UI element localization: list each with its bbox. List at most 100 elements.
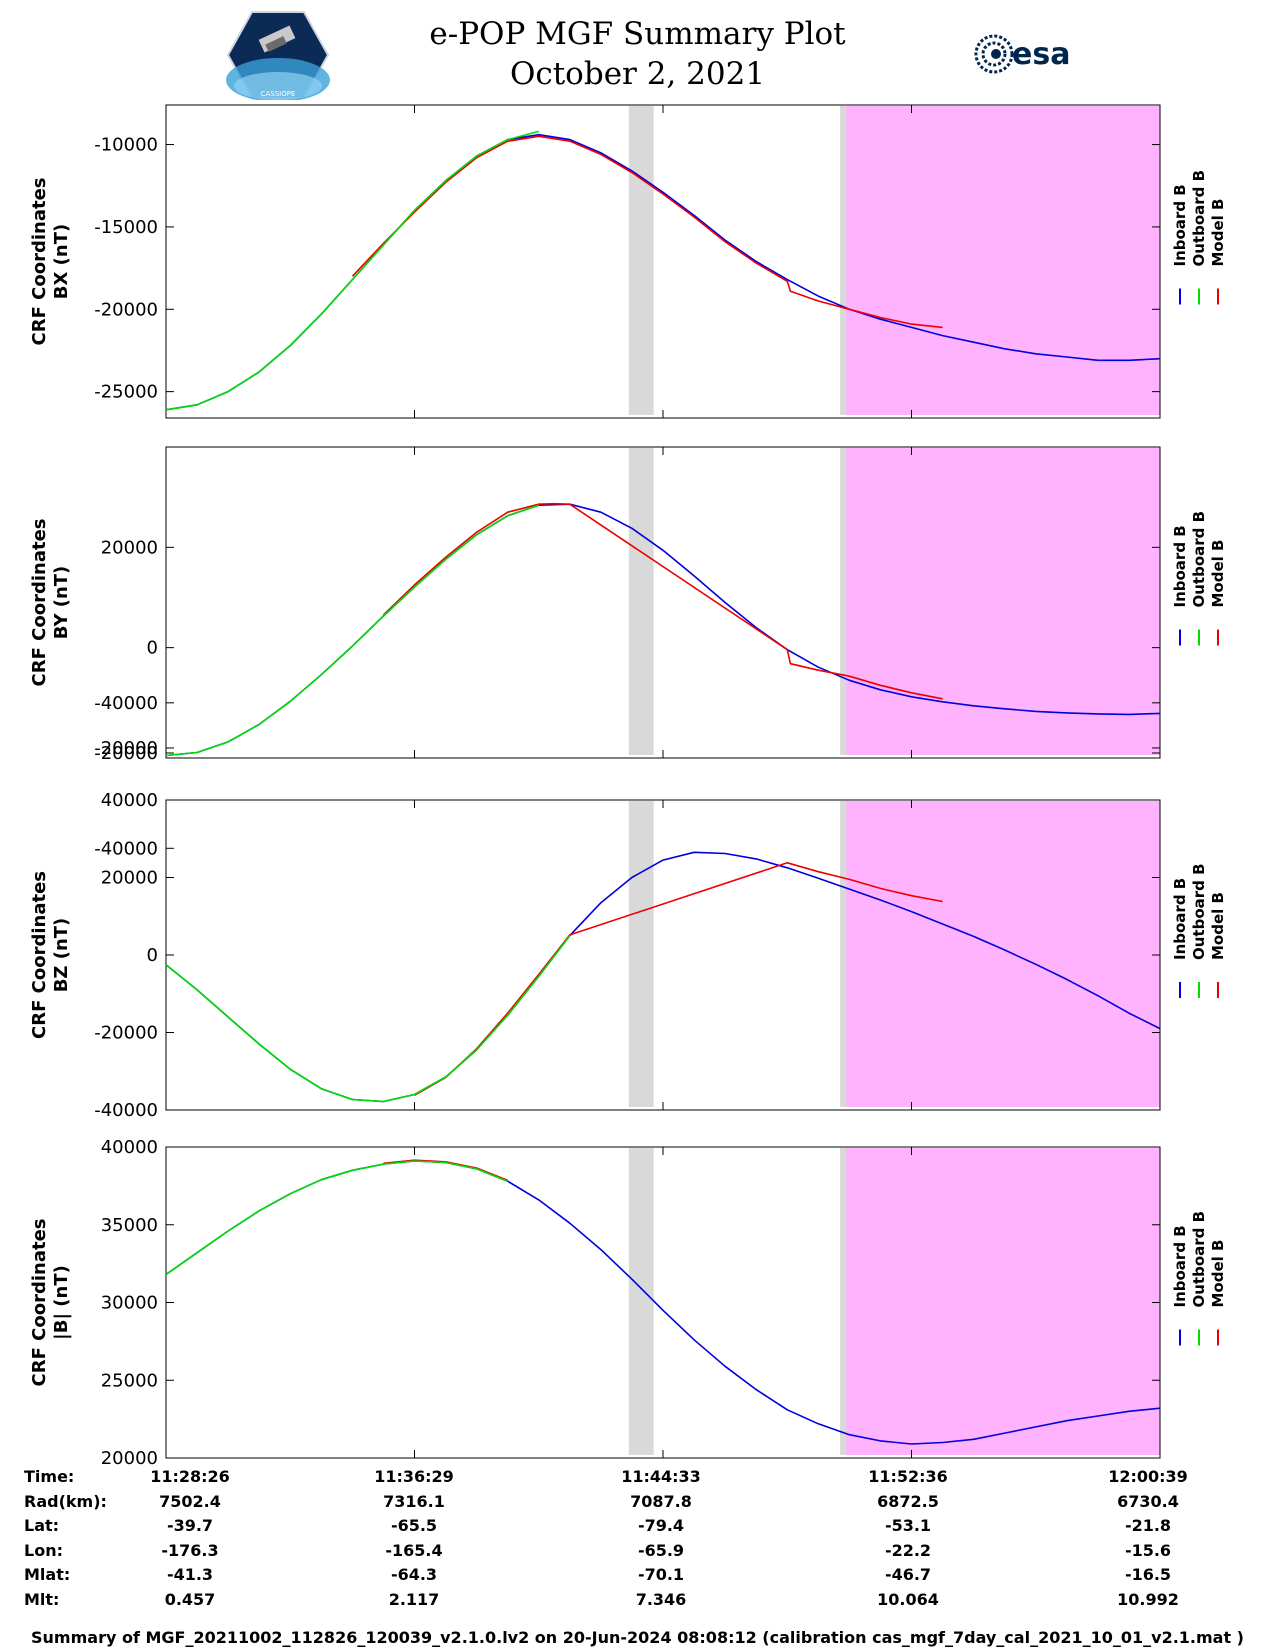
info-cell: 6730.4 — [1117, 1491, 1179, 1511]
chart-panel-1: -10000 -15000 -20000 -25000 CRF Coordinates B… — [29, 104, 1227, 419]
data-gap-band — [840, 1148, 848, 1455]
info-cell: -22.2 — [884, 1540, 932, 1560]
series-line-outboard-b — [165, 1160, 508, 1276]
y-tick-label: 40000 — [101, 790, 158, 811]
legend-label: Outboard B — [1190, 863, 1208, 960]
series-line-model-b — [351, 135, 943, 329]
y-tick-label: 25000 — [101, 1370, 158, 1391]
info-row-label: Mlat: — [24, 1565, 71, 1584]
y-axis-label: BY (nT) — [51, 566, 72, 640]
data-gap-band — [628, 1148, 654, 1455]
y-tick-label: -40000 — [94, 838, 158, 859]
info-cell: 10.992 — [1117, 1589, 1179, 1609]
shaded-region — [846, 1148, 1160, 1455]
legend-label: Outboard B — [1190, 511, 1208, 608]
y-tick-label: -20000 — [94, 738, 158, 759]
y-axis-label: CRF Coordinates — [29, 1219, 50, 1387]
y-tick-label: 30000 — [101, 1293, 158, 1314]
cassiope-logo-text: CASSIOPE — [261, 90, 296, 98]
shaded-region — [846, 106, 1160, 415]
info-cell: 6872.5 — [877, 1491, 939, 1511]
title-line-2: October 2, 2021 — [509, 56, 766, 92]
y-tick-label: 0 — [147, 638, 158, 659]
data-gap-band — [628, 448, 654, 755]
chart-panel-3: 40000 20000 0 -20000 -40000 CRF Coordinates BZ… — [29, 790, 1227, 1121]
legend-label: Inboard B — [1171, 525, 1189, 607]
y-tick-label: 20000 — [101, 868, 158, 889]
info-cell: 7.346 — [635, 1589, 687, 1609]
info-cell: -39.7 — [166, 1516, 214, 1535]
info-cell: -165.4 — [385, 1540, 443, 1560]
y-axis-label: CRF Coordinates — [29, 519, 50, 687]
info-cell: 7316.1 — [383, 1491, 445, 1511]
info-cell: -65.5 — [390, 1516, 438, 1535]
info-cell: -64.3 — [390, 1565, 438, 1584]
info-cell: 11:36:29 — [374, 1467, 454, 1486]
y-axis-label: BX (nT) — [51, 224, 72, 299]
shaded-region — [846, 448, 1160, 755]
y-tick-label: 20000 — [101, 1448, 158, 1469]
y-tick-label: -20000 — [94, 743, 158, 764]
info-cell: -65.9 — [637, 1540, 685, 1560]
info-cell: -176.3 — [161, 1540, 219, 1560]
info-cell: 11:52:36 — [868, 1467, 948, 1486]
y-tick-label: -20000 — [94, 1023, 158, 1044]
info-cell: -16.5 — [1124, 1565, 1172, 1584]
y-axis-label: BZ (nT) — [51, 918, 72, 993]
legend-label: Outboard B — [1190, 1211, 1208, 1308]
info-cell: -41.3 — [166, 1565, 214, 1584]
footer-summary: Summary of MGF_20211002_112826_120039_v2… — [31, 1628, 1244, 1647]
info-row-label: Lon: — [24, 1540, 63, 1560]
y-axis-label: CRF Coordinates — [29, 178, 50, 346]
legend-label: Model B — [1209, 1240, 1227, 1308]
info-cell: 7502.4 — [159, 1491, 221, 1511]
series-line-model-b — [382, 502, 943, 700]
title-line-1: e-POP MGF Summary Plot — [429, 16, 846, 52]
legend-label: Outboard B — [1190, 170, 1208, 267]
data-gap-band — [840, 106, 848, 415]
cassiope-logo: CASSIOPE — [226, 11, 330, 100]
series-line-outboard-b — [165, 935, 571, 1103]
esa-logo-text: esa — [1012, 37, 1070, 72]
y-tick-label: -10000 — [94, 135, 158, 156]
y-tick-label: 40000 — [101, 1137, 158, 1158]
esa-logo: esa — [974, 34, 1070, 74]
y-tick-label: 20000 — [101, 537, 158, 558]
y-tick-label: 35000 — [101, 1215, 158, 1236]
y-tick-label: 0 — [147, 945, 158, 966]
data-gap-band — [840, 801, 848, 1107]
data-gap-band — [628, 106, 654, 415]
info-row-label: Rad(km): — [24, 1491, 107, 1511]
info-row-label: Lat: — [24, 1516, 60, 1535]
legend-label: Model B — [1209, 199, 1227, 267]
legend-label: Model B — [1209, 540, 1227, 608]
info-cell: 2.117 — [388, 1589, 440, 1609]
y-tick-label: -25000 — [94, 382, 158, 403]
info-cell: -21.8 — [1124, 1516, 1172, 1535]
plot-title: e-POP MGF Summary Plot October 2, 2021 — [0, 14, 1275, 94]
legend-label: Inboard B — [1171, 1225, 1189, 1307]
series-line-outboard-b — [165, 130, 540, 411]
info-cell: 7087.8 — [630, 1491, 692, 1511]
info-cell: -46.7 — [884, 1565, 932, 1584]
info-cell: -53.1 — [884, 1516, 932, 1535]
y-tick-label: -40000 — [94, 1100, 158, 1121]
legend-label: Inboard B — [1171, 878, 1189, 960]
y-axis-label: |B| (nT) — [51, 1265, 72, 1340]
info-cell: 10.064 — [877, 1589, 939, 1609]
info-row-label: Mlt: — [24, 1589, 60, 1609]
y-axis-label: CRF Coordinates — [29, 871, 50, 1039]
info-cell: 12:00:39 — [1108, 1467, 1188, 1486]
info-cell: 0.457 — [164, 1589, 216, 1609]
legend-label: Model B — [1209, 892, 1227, 960]
y-tick-label: -40000 — [94, 693, 158, 714]
data-gap-band — [840, 448, 848, 755]
legend-label: Inboard B — [1171, 184, 1189, 266]
info-cell: -15.6 — [1124, 1540, 1172, 1560]
shaded-region — [846, 801, 1160, 1107]
info-cell: 11:28:26 — [150, 1467, 230, 1486]
chart-panel-2: -20000 -40000 20000 0 -20000 -40000 CRF Coordi… — [29, 446, 1227, 859]
chart-panel-4: 40000 35000 30000 25000 20000 CRF Coordinates… — [29, 1137, 1227, 1469]
info-row-label: Time: — [24, 1467, 75, 1486]
